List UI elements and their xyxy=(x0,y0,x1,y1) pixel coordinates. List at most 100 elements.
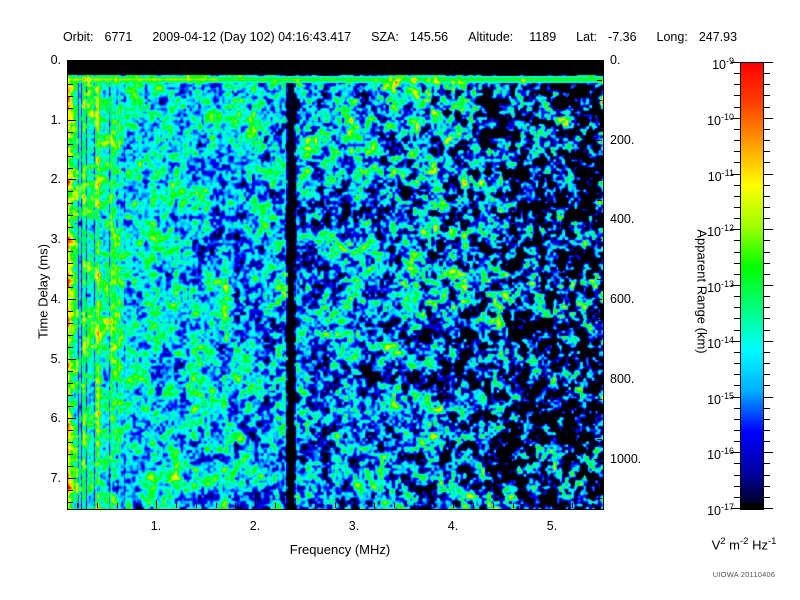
y-left-tick-major xyxy=(68,60,76,61)
colorbar-label-exponent: -9 xyxy=(725,56,734,66)
y-right-tick-minor xyxy=(597,200,602,201)
colorbar-tick-minor xyxy=(734,95,740,96)
colorbar-tick-minor xyxy=(764,151,770,152)
y-right-tick-label: 200. xyxy=(610,133,635,147)
colorbar-label-mantissa: 10 xyxy=(707,114,721,129)
y-left-tick-minor xyxy=(68,502,73,503)
y-left-tick-minor xyxy=(68,454,73,455)
colorbar-label-exponent: -13 xyxy=(720,279,734,289)
colorbar-label-exponent: -12 xyxy=(720,223,734,233)
x-tick-minor xyxy=(335,503,336,508)
y-right-tick-minor xyxy=(597,498,602,499)
header-datetime-value: 2009-04-12 (Day 102) 04:16:43.417 xyxy=(152,30,352,44)
y-left-tick-label: 4. xyxy=(50,292,61,306)
units-v: V xyxy=(711,537,721,553)
colorbar-tick-minor xyxy=(734,129,740,130)
y-axis-left-title: Time Delay (ms) xyxy=(35,244,51,339)
y-left-tick-minor xyxy=(68,335,73,336)
colorbar-tick-minor xyxy=(734,441,740,442)
colorbar-label-mantissa: 10 xyxy=(707,337,721,352)
colorbar-tick-major xyxy=(731,452,740,453)
figure-credit: UIOWA 20110406 xyxy=(712,570,776,579)
units-hz-exp: -1 xyxy=(767,536,777,547)
y-left-tick-major xyxy=(68,478,76,479)
y-left-tick-minor xyxy=(68,442,73,443)
header-sza-label: SZA: xyxy=(371,30,399,44)
y-right-tick-label: 400. xyxy=(610,212,635,226)
colorbar-tick-minor xyxy=(734,84,740,85)
header-orbit-label: Orbit: xyxy=(62,30,94,44)
colorbar-label-mantissa: 10 xyxy=(707,393,721,408)
colorbar-tick-minor xyxy=(764,497,770,498)
colorbar-label-mantissa: 10 xyxy=(707,448,721,463)
y-left-tick-label: 6. xyxy=(50,411,61,425)
y-left-tick-minor xyxy=(68,108,73,109)
y-left-tick-label: 7. xyxy=(50,471,61,485)
colorbar-tick-major xyxy=(731,62,740,63)
colorbar-tick-minor xyxy=(764,252,770,253)
colorbar-tick-minor xyxy=(734,207,740,208)
y-right-tick-minor xyxy=(597,180,602,181)
y-left-tick-major xyxy=(68,179,76,180)
y-left-tick-minor xyxy=(68,191,73,192)
colorbar-tick-minor xyxy=(734,486,740,487)
y-left-tick-minor xyxy=(68,323,73,324)
colorbar-label-mantissa: 10 xyxy=(707,281,721,296)
x-tick-minor xyxy=(374,503,375,508)
colorbar-tick-minor xyxy=(734,318,740,319)
y-right-tick-minor xyxy=(597,100,602,101)
header-long-value: 247.93 xyxy=(698,30,738,44)
x-tick-minor xyxy=(513,503,514,508)
units-hz: Hz xyxy=(748,537,768,553)
colorbar-tick-minor xyxy=(764,274,770,275)
colorbar-tick-minor xyxy=(734,263,740,264)
colorbar-tick-minor xyxy=(764,475,770,476)
x-tick-minor xyxy=(77,503,78,508)
colorbar-tick-minor xyxy=(764,196,770,197)
colorbar-tick-minor xyxy=(734,296,740,297)
y-left-tick-minor xyxy=(68,430,73,431)
y-left-tick-label: 1. xyxy=(50,113,61,127)
colorbar-tick-label: 10-14 xyxy=(678,334,734,350)
colorbar-tick-minor xyxy=(734,374,740,375)
y-right-tick-minor xyxy=(597,399,602,400)
y-left-tick-minor xyxy=(68,132,73,133)
colorbar-tick-major xyxy=(731,285,740,286)
header-orbit-value: 6771 xyxy=(104,30,133,44)
colorbar-tick-minor xyxy=(764,318,770,319)
x-tick-minor xyxy=(216,503,217,508)
x-tick-minor xyxy=(315,503,316,508)
colorbar-tick-minor xyxy=(764,84,770,85)
spectrogram-heatmap xyxy=(68,61,603,509)
y-left-tick-minor xyxy=(68,168,73,169)
y-right-tick-minor xyxy=(597,120,602,121)
ionogram-plot-area xyxy=(67,60,604,510)
x-tick-minor xyxy=(176,503,177,508)
colorbar-label-exponent: -16 xyxy=(720,446,734,456)
x-tick-minor xyxy=(533,503,534,508)
y-left-tick-major xyxy=(68,239,76,240)
y-right-tick-minor xyxy=(597,439,602,440)
colorbar-tick-major xyxy=(731,341,740,342)
colorbar-tick-minor xyxy=(764,430,770,431)
y-right-tick-label: 0. xyxy=(610,53,621,67)
y-right-tick-minor xyxy=(597,419,602,420)
colorbar-tick-major xyxy=(764,174,773,175)
colorbar-tick-major xyxy=(731,229,740,230)
x-tick-minor xyxy=(592,503,593,508)
y-right-tick-minor xyxy=(597,339,602,340)
colorbar-tick-minor xyxy=(764,218,770,219)
colorbar-tick-minor xyxy=(734,385,740,386)
colorbar-label-exponent: -15 xyxy=(720,391,734,401)
colorbar-tick-major xyxy=(764,508,773,509)
y-left-tick-minor xyxy=(68,215,73,216)
colorbar-tick-minor xyxy=(764,140,770,141)
colorbar-tick-label: 10-17 xyxy=(678,501,734,517)
y-right-tick-label: 1000. xyxy=(610,452,642,466)
y-left-tick-minor xyxy=(68,263,73,264)
y-left-tick-minor xyxy=(68,371,73,372)
colorbar-tick-minor xyxy=(734,73,740,74)
y-left-tick-minor xyxy=(68,156,73,157)
y-right-tick-minor xyxy=(597,279,602,280)
